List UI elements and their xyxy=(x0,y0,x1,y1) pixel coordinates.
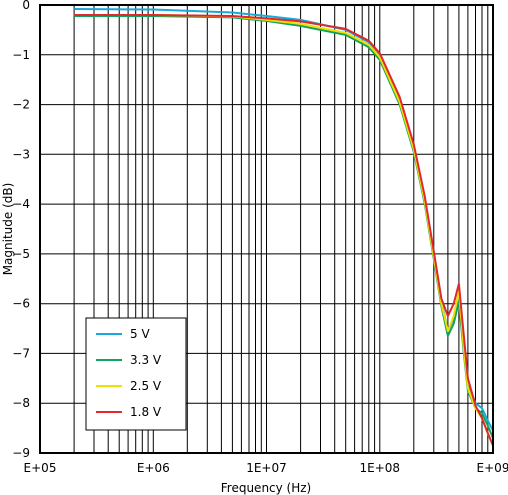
y-tick-label: −9 xyxy=(12,446,30,460)
grid-lines xyxy=(40,5,493,453)
x-tick-label: 1E+07 xyxy=(246,461,287,475)
y-tick-label: −7 xyxy=(12,346,30,360)
series-lines xyxy=(74,8,494,446)
legend-label: 1.8 V xyxy=(130,405,162,419)
y-axis-label: Magnitude (dB) xyxy=(1,183,15,276)
legend-label: 2.5 V xyxy=(130,379,162,393)
x-tick-label: E+06 xyxy=(137,461,170,475)
y-tick-label: −2 xyxy=(12,98,30,112)
series-line xyxy=(74,14,494,446)
y-tick-label: −5 xyxy=(12,247,30,261)
plot-frame xyxy=(39,4,494,454)
x-tick-label: E+05 xyxy=(24,461,57,475)
y-tick-label: −4 xyxy=(12,197,30,211)
x-tick-label: E+09 xyxy=(477,461,508,475)
y-tick-label: −8 xyxy=(12,396,30,410)
legend-label: 5 V xyxy=(130,327,150,341)
y-tick-label: −6 xyxy=(12,297,30,311)
y-tick-label: 0 xyxy=(22,0,30,12)
y-tick-label: −1 xyxy=(12,48,30,62)
legend-label: 3.3 V xyxy=(130,353,162,367)
x-axis-tick-labels: E+05 E+06 1E+07 1E+08 E+09 xyxy=(24,461,508,475)
y-tick-label: −3 xyxy=(12,147,30,161)
legend: 5 V 3.3 V 2.5 V 1.8 V xyxy=(85,317,187,431)
x-tick-label: 1E+08 xyxy=(360,461,401,475)
x-axis-label: Frequency (Hz) xyxy=(221,481,312,495)
y-axis-tick-labels: 0 −1 −2 −3 −4 −5 −6 −7 −8 −9 xyxy=(12,0,30,460)
